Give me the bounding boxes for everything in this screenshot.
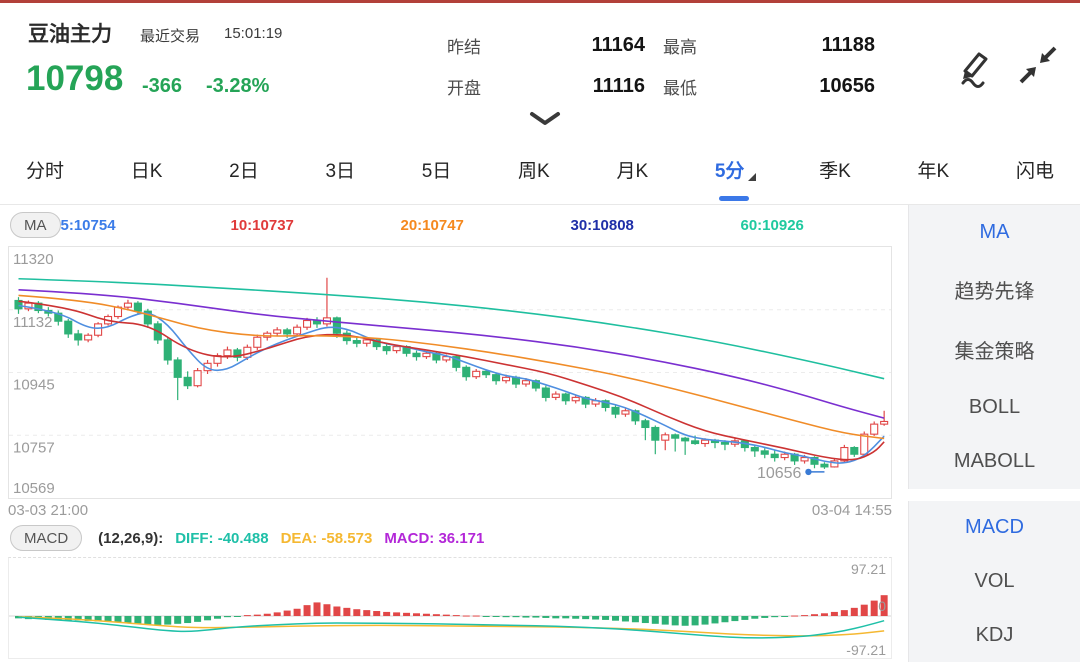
quote-header: 豆油主力 最近交易 15:01:19 10798 -366 -3.28% 昨结 …	[0, 3, 1080, 140]
macd-macd-value: MACD: 36.171	[384, 529, 485, 547]
tab-3day[interactable]: 3日	[325, 161, 356, 182]
svg-text:0: 0	[878, 598, 886, 614]
tab-daily-k[interactable]: 日K	[130, 161, 163, 182]
open-value: 11116	[592, 75, 645, 97]
ma60-value: 60:10926	[740, 216, 804, 234]
sidebar-item-maboll[interactable]: MABOLL	[953, 450, 1036, 473]
sidebar-item-trend[interactable]: 趋势先锋	[954, 281, 1035, 304]
svg-text:11132: 11132	[13, 314, 53, 331]
price-change-percent: -3.28%	[206, 75, 270, 97]
last-trade-time: 15:01:19	[224, 25, 283, 42]
tab-flash[interactable]: 闪电	[1015, 161, 1054, 182]
main-chart[interactable]: 11320 11132 10945 10757 10569 10656	[8, 246, 892, 499]
sidebar-item-ma[interactable]: MA	[979, 220, 1010, 243]
tab-month-k[interactable]: 月K	[616, 161, 649, 182]
time-axis-start: 03-03 21:00	[8, 502, 89, 519]
sidebar-item-vol[interactable]: VOL	[974, 569, 1015, 592]
macd-pill[interactable]: MACD	[10, 525, 83, 551]
tab-5min-label: 5分	[714, 161, 745, 182]
tab-year-k[interactable]: 年K	[917, 161, 950, 182]
top-accent-bar	[0, 0, 1080, 3]
quote-stats: 昨结 11164 最高 11188 开盘 11116 最低 10656	[447, 25, 875, 107]
low-value: 10656	[819, 75, 875, 97]
price-change: -366	[142, 75, 183, 97]
low-label: 最低	[663, 79, 697, 98]
svg-text:11320: 11320	[13, 251, 54, 268]
chevron-down-icon[interactable]	[529, 111, 561, 132]
ma30-value: 30:10808	[570, 216, 634, 234]
ma20-value: 20:10747	[400, 216, 464, 234]
dropdown-caret-icon	[748, 173, 757, 181]
svg-text:10945: 10945	[13, 377, 55, 394]
prev-settle-label: 昨结	[447, 38, 481, 57]
period-tab-bar: 分时 日K 2日 3日 5日 周K 月K 5分 季K 年K 闪电	[0, 140, 1080, 205]
chart-area: MA 5:10754 10:10737 20:10747 30:10808 60…	[0, 205, 1080, 662]
high-label: 最高	[663, 38, 697, 57]
tab-2day[interactable]: 2日	[229, 161, 259, 182]
tab-5day[interactable]: 5日	[421, 161, 452, 182]
macd-indicator-row: MACD (12,26,9): DIFF: -40.488 DEA: -58.5…	[10, 525, 484, 551]
collapse-icon[interactable]	[1016, 43, 1060, 92]
symbol-name: 豆油主力	[28, 23, 112, 46]
svg-text:97.21: 97.21	[851, 561, 886, 577]
sidebar-item-macd[interactable]: MACD	[965, 516, 1024, 539]
last-price: 10798	[26, 59, 124, 98]
ma-indicator-row: MA 5:10754 10:10737 20:10747 30:10808 60…	[10, 212, 911, 238]
tab-quarter-k[interactable]: 季K	[819, 161, 851, 182]
tab-week-k[interactable]: 周K	[518, 161, 550, 182]
prev-settle-value: 11164	[591, 34, 645, 56]
open-label: 开盘	[447, 79, 481, 98]
macd-params: (12,26,9):	[98, 529, 164, 547]
tab-5min[interactable]: 5分	[714, 159, 757, 185]
main-indicator-menu: MA 趋势先锋 集金策略 BOLL MABOLL	[908, 205, 1080, 489]
svg-text:10569: 10569	[13, 480, 55, 497]
sidebar-item-strategy[interactable]: 集金策略	[954, 341, 1035, 364]
macd-diff-value: DIFF: -40.488	[175, 529, 269, 547]
sub-indicator-menu: MACD VOL KDJ	[908, 501, 1080, 662]
last-trade-label: 最近交易	[140, 28, 201, 45]
sidebar-item-boll[interactable]: BOLL	[968, 395, 1021, 418]
ma-pill[interactable]: MA	[10, 212, 61, 238]
macd-chart[interactable]: 97.21 0 -97.21	[8, 557, 892, 659]
ma10-value: 10:10737	[230, 216, 294, 234]
time-axis: 03-03 21:00 03-04 14:55	[8, 502, 892, 519]
tab-fenshi[interactable]: 分时	[26, 161, 65, 182]
svg-text:-97.21: -97.21	[846, 642, 886, 658]
sidebar-item-kdj[interactable]: KDJ	[975, 623, 1014, 646]
time-axis-end: 03-04 14:55	[811, 502, 892, 519]
draw-pen-icon[interactable]	[950, 45, 996, 96]
svg-text:10757: 10757	[13, 439, 55, 456]
high-value: 11188	[821, 34, 875, 56]
svg-text:10656: 10656	[757, 465, 802, 482]
macd-dea-value: DEA: -58.573	[280, 529, 373, 547]
ma5-value: 5:10754	[60, 216, 116, 234]
